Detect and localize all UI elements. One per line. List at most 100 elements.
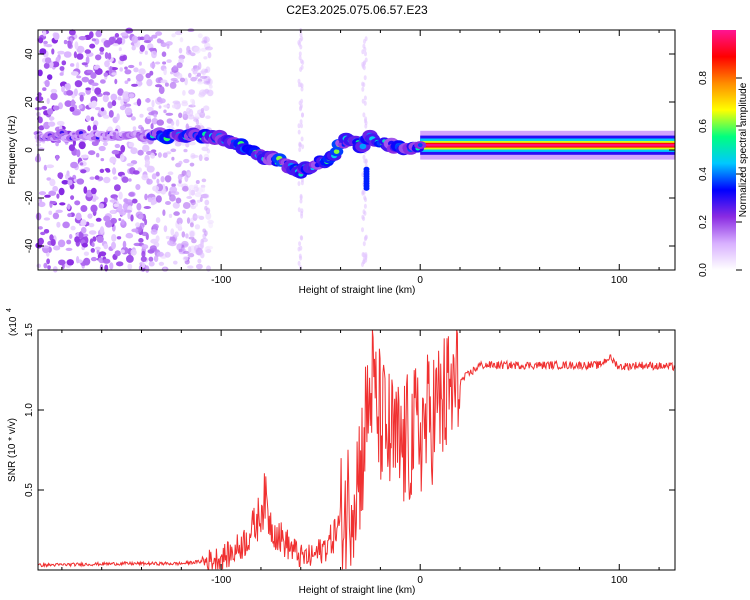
spectrogram-cell: [297, 260, 301, 266]
spectrogram-cell: [131, 228, 139, 233]
spectrogram-ridge: [33, 127, 675, 191]
spectrogram-cell: [363, 203, 367, 209]
spectrogram-cell: [94, 175, 100, 180]
spectrogram-cell: [78, 141, 86, 150]
spectrogram-cell: [155, 84, 162, 88]
spectrogram-cell: [191, 238, 197, 244]
spectrogram-cell: [102, 91, 111, 96]
spectrogram-cell: [141, 231, 149, 237]
spectrogram-cell: [154, 61, 161, 65]
snr-y-scale-exponent: 4: [6, 308, 13, 312]
spectrogram-cell: [47, 108, 54, 115]
spectrogram-cell: [61, 180, 69, 185]
spectrogram-cell: [158, 86, 165, 95]
spectrogram-cell: [98, 145, 106, 152]
spectrogram-cell: [128, 93, 135, 98]
spectrogram-cell: [96, 235, 104, 243]
spectrogram-cell: [55, 154, 59, 161]
y-tick-label: -40: [24, 238, 35, 253]
spectrogram-cell: [79, 94, 84, 102]
spectrogram-cell: [122, 202, 129, 211]
x-tick-label: -100: [211, 575, 231, 586]
x-tick-label: 0: [417, 575, 423, 586]
spectrogram-cell: [300, 86, 304, 92]
spectrogram-cell: [100, 79, 106, 84]
spectrogram-cell: [65, 247, 73, 251]
spectrogram-cell: [157, 152, 162, 158]
spectrogram-cell: [110, 209, 116, 214]
spectrogram-cell: [64, 83, 70, 89]
spectrogram-cell: [155, 171, 160, 177]
spectrogram-cell: [362, 241, 366, 247]
spectrogram-cell: [103, 197, 108, 204]
spectrogram-cell: [88, 223, 95, 228]
spectrogram-cell: [364, 116, 368, 122]
spectrogram-cell: [182, 256, 189, 262]
spectrogram-cell: [178, 248, 183, 253]
spectrogram-cell: [333, 149, 340, 155]
spectrogram-cell: [132, 170, 140, 175]
spectrogram-cell: [91, 38, 97, 42]
spectrogram-cell: [167, 240, 173, 246]
spectrogram-cell: [148, 261, 155, 267]
spectrogram-cell: [165, 235, 170, 240]
spectrogram-cell: [301, 144, 305, 150]
spectrogram-cell: [196, 199, 201, 203]
spectrogram-cell: [141, 250, 146, 258]
spectrogram-cell: [205, 212, 212, 220]
spectrogram-cell: [297, 207, 301, 213]
spectrogram-cell: [111, 241, 116, 250]
spectrogram-cell: [102, 94, 109, 103]
spectrogram-cell: [91, 82, 99, 87]
spectrogram-cell: [144, 218, 148, 226]
spectrogram-cell: [188, 184, 195, 190]
spectrogram-cell: [114, 250, 121, 257]
spectrogram-cell: [51, 61, 60, 68]
spectrogram-cell: [73, 51, 77, 59]
spectrogram-cell: [62, 221, 70, 229]
spectrogram-cell: [92, 236, 97, 242]
spectrogram-cell: [74, 80, 83, 88]
spectrogram-cell: [53, 32, 60, 41]
spectrogram-cell: [111, 72, 117, 76]
spectrogram-cell: [173, 260, 178, 265]
spectrogram-cell: [174, 141, 182, 147]
spectrogram-x-ticks: -100 0 100: [61, 30, 660, 286]
spectrogram-cell: [173, 211, 180, 216]
spectrogram-cell: [298, 100, 302, 106]
spectrogram-cell: [52, 266, 58, 273]
figure-title: C2E3.2025.075.06.57.E23: [286, 3, 428, 17]
spectrogram-cell: [63, 51, 72, 58]
spectrogram-cell: [179, 37, 184, 43]
spectrogram-cell: [81, 76, 90, 83]
spectrogram-cell: [74, 200, 81, 206]
spectrogram-cell: [174, 30, 183, 36]
spectrogram-cell: [69, 234, 73, 239]
colorbar: 0.0 0.2 0.4 0.6 0.8 Normalized spectral ampl…: [698, 30, 749, 277]
spectrogram-cell: [80, 205, 88, 212]
spectrogram-cell: [89, 31, 94, 39]
spectrogram-cell: [124, 107, 133, 116]
spectrogram-cell: [118, 191, 123, 200]
spectrogram-cell: [138, 61, 142, 66]
spectrogram-cell: [92, 124, 98, 132]
spectrogram-cell: [138, 81, 143, 86]
snr-y-label: SNR (10 * v/v): [7, 418, 18, 482]
spectrogram-cell: [142, 144, 150, 153]
spectrogram-cell: [300, 123, 303, 129]
spectrogram-cell: [175, 119, 180, 127]
spectrogram-cell: [120, 249, 125, 254]
spectrogram-cell: [185, 233, 189, 239]
spectrogram-cell: [35, 212, 42, 221]
spectrogram-cell: [112, 167, 117, 175]
spectrogram-cell: [160, 79, 168, 84]
spectrogram-cell: [68, 177, 75, 181]
y-tick-label: 0: [24, 147, 35, 153]
spectrogram-cell: [38, 226, 43, 230]
spectrogram-cell: [87, 125, 91, 132]
spectrogram-cell: [170, 148, 177, 153]
spectrogram-cell: [182, 209, 187, 214]
spectrogram-cell: [122, 240, 127, 249]
spectrogram-cell: [166, 59, 172, 63]
spectrogram-cell: [185, 123, 189, 130]
